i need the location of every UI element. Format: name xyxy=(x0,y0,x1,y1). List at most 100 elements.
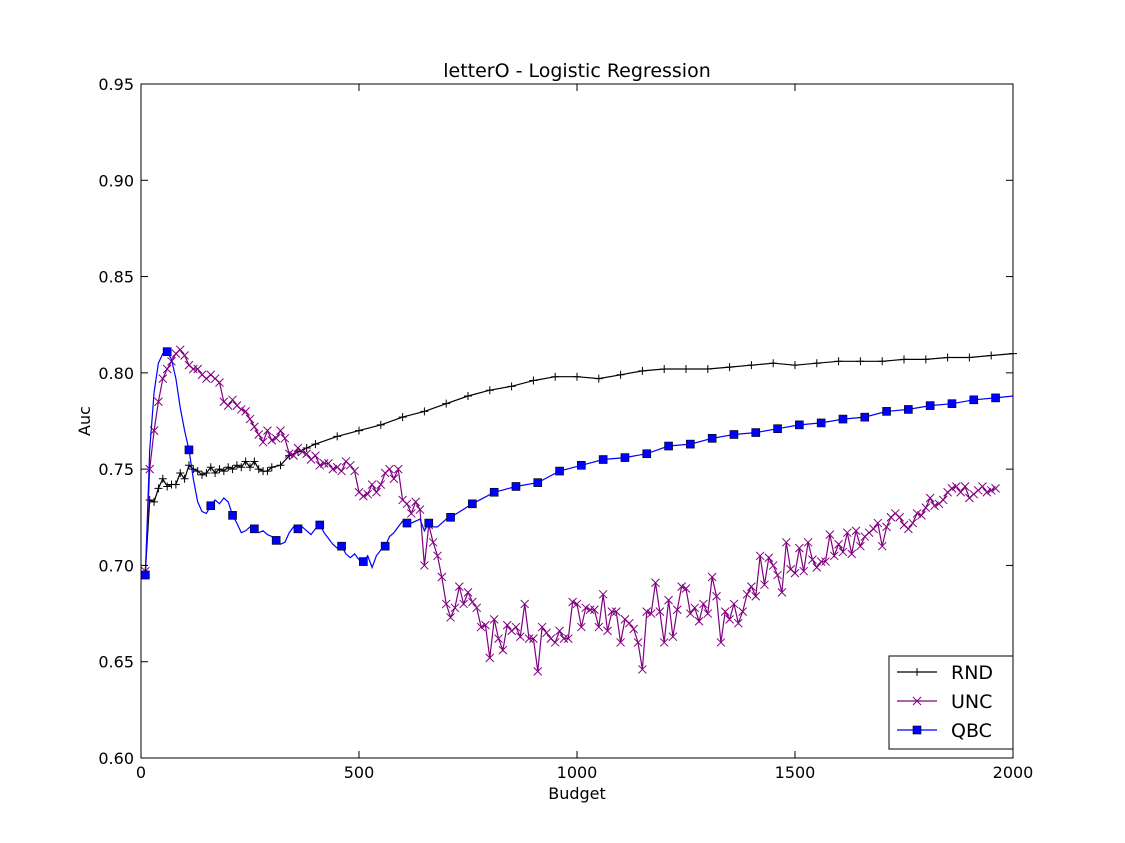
data-point xyxy=(315,460,325,470)
data-point xyxy=(398,413,407,422)
data-point xyxy=(302,443,311,452)
data-point xyxy=(350,466,359,476)
data-point xyxy=(751,591,761,601)
data-point xyxy=(860,412,870,422)
data-point xyxy=(507,382,516,391)
data-point xyxy=(428,537,438,547)
series-rnd xyxy=(141,349,1017,576)
data-point xyxy=(193,364,203,374)
data-point xyxy=(433,551,442,561)
data-point xyxy=(681,584,691,593)
data-point xyxy=(620,453,630,462)
data-point xyxy=(563,634,573,643)
data-point xyxy=(250,457,259,466)
data-point xyxy=(219,467,228,476)
data-point xyxy=(355,426,363,435)
data-point xyxy=(703,609,713,618)
chart-title: letterO - Logistic Regression xyxy=(443,60,711,82)
data-point xyxy=(246,463,254,472)
data-point xyxy=(925,493,935,503)
data-point xyxy=(141,570,150,580)
data-point xyxy=(912,509,922,518)
legend: RND UNC QBC xyxy=(888,655,1014,750)
data-point xyxy=(502,620,512,630)
data-point xyxy=(446,613,455,622)
data-point xyxy=(720,607,730,616)
x-tick-label: 2000 xyxy=(993,763,1034,782)
data-point xyxy=(559,634,569,643)
data-point xyxy=(162,364,172,374)
axes-layer: 0 500 1000 1500 2000 0.60 0.65 0.70 0.75 0.80 0.85… xyxy=(98,75,1033,782)
data-point xyxy=(511,482,521,491)
series-unc xyxy=(141,346,1000,676)
data-point xyxy=(707,572,717,582)
y-tick-label: 0.95 xyxy=(98,75,134,94)
data-point xyxy=(594,374,603,383)
data-point xyxy=(611,607,621,616)
data-point xyxy=(328,464,338,474)
data-point xyxy=(768,561,778,570)
data-point xyxy=(271,433,281,443)
data-point xyxy=(280,433,290,443)
data-point xyxy=(760,580,769,590)
data-point xyxy=(882,407,891,416)
data-point xyxy=(245,414,255,424)
data-point xyxy=(189,465,198,474)
data-point xyxy=(254,430,264,439)
data-point xyxy=(372,487,381,497)
x-tick-label: 1000 xyxy=(557,763,598,782)
data-point xyxy=(511,622,521,632)
data-point xyxy=(882,522,891,532)
data-point xyxy=(533,478,543,487)
data-point xyxy=(777,588,787,597)
data-point xyxy=(551,372,560,381)
data-point xyxy=(258,437,268,447)
data-point xyxy=(925,401,935,410)
legend-marker-qbc xyxy=(912,725,922,735)
data-point xyxy=(921,355,930,364)
data-point xyxy=(250,422,259,432)
data-point xyxy=(276,461,285,470)
data-point xyxy=(585,605,595,615)
data-point xyxy=(498,645,508,655)
data-point xyxy=(664,595,673,605)
data-point xyxy=(834,539,843,549)
data-point xyxy=(232,461,241,470)
data-point xyxy=(441,599,451,609)
data-point xyxy=(150,497,159,506)
data-point xyxy=(555,626,564,636)
data-point xyxy=(420,561,429,570)
data-point xyxy=(276,426,285,435)
data-point xyxy=(642,607,652,616)
data-point xyxy=(389,474,399,484)
data-point xyxy=(211,468,220,477)
data-point xyxy=(376,480,386,489)
data-point xyxy=(206,463,215,472)
data-point xyxy=(769,359,778,368)
data-point xyxy=(725,614,734,624)
data-point xyxy=(215,465,224,474)
data-point xyxy=(716,638,726,647)
data-point xyxy=(943,353,952,362)
data-point xyxy=(821,557,830,566)
data-point xyxy=(672,605,682,615)
data-point xyxy=(145,464,155,474)
y-tick-label: 0.90 xyxy=(98,171,134,190)
data-point xyxy=(960,482,970,491)
data-point xyxy=(254,465,263,474)
data-point xyxy=(271,536,281,545)
data-point xyxy=(703,365,712,374)
legend-label-rnd: RND xyxy=(951,662,993,684)
data-point xyxy=(629,624,639,634)
data-point xyxy=(406,509,416,518)
data-point xyxy=(991,393,1000,403)
data-point xyxy=(577,460,586,470)
data-point xyxy=(188,364,198,374)
data-point xyxy=(795,543,804,553)
data-point xyxy=(816,418,826,428)
data-point xyxy=(542,628,551,638)
data-point xyxy=(607,607,617,616)
data-point xyxy=(747,582,756,591)
data-point xyxy=(297,447,307,457)
